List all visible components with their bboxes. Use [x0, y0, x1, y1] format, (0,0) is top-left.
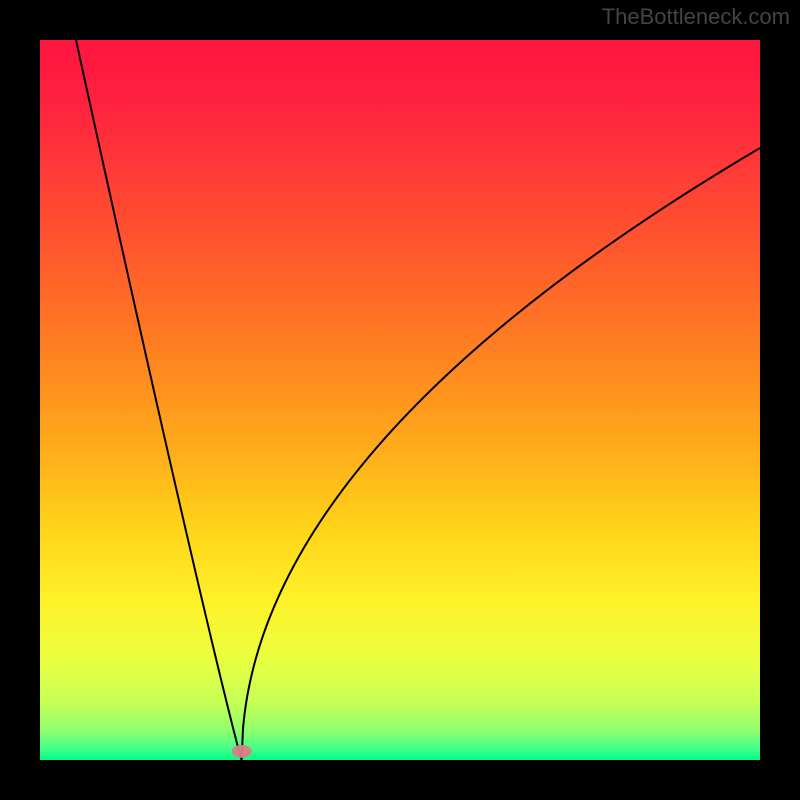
optimal-point-marker — [232, 745, 252, 758]
bottleneck-chart — [0, 0, 800, 800]
plot-gradient-background — [40, 40, 760, 760]
bottleneck-chart-container: TheBottleneck.com — [0, 0, 800, 800]
